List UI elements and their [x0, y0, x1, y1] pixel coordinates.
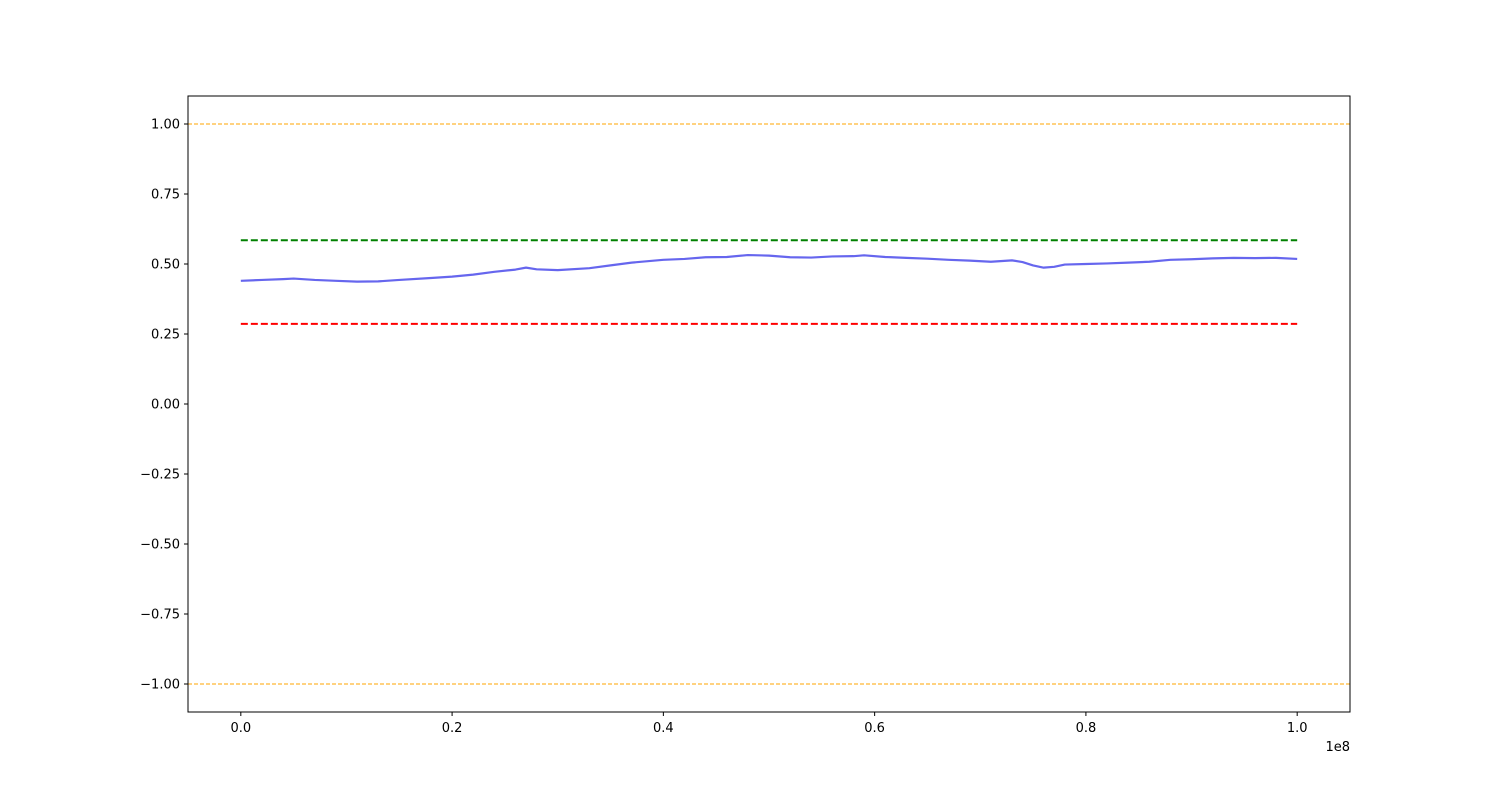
x-tick-label: 0.6: [864, 721, 885, 736]
series-line-blue: [240, 253, 1298, 283]
x-tick-label: 1.0: [1287, 721, 1308, 736]
x-tick-label: 0.2: [442, 721, 463, 736]
y-tick-label: −0.50: [140, 538, 180, 553]
x-axis: 0.0 0.2 0.4 0.6 0.8 1.0: [230, 712, 1308, 736]
y-tick-label: 0.75: [151, 188, 180, 203]
plot-area: [188, 96, 1350, 712]
y-tick-label: 0.25: [151, 328, 180, 343]
y-tick-label: 0.50: [151, 258, 180, 273]
y-tick-label: −0.25: [140, 468, 180, 483]
x-axis-offset-label: 1e8: [1325, 740, 1350, 755]
y-tick-label: −1.00: [140, 678, 180, 693]
x-tick-label: 0.8: [1076, 721, 1097, 736]
x-tick-label: 0.0: [230, 721, 251, 736]
y-tick-label: 0.00: [151, 398, 180, 413]
y-axis: 1.00 0.75 0.50 0.25 0.00 −0.25 −0.50 −0.75 −1.00: [140, 118, 188, 693]
series-layer: [188, 123, 1350, 685]
y-tick-label: 1.00: [151, 118, 180, 133]
x-tick-label: 0.4: [653, 721, 674, 736]
y-tick-label: −0.75: [140, 608, 180, 623]
